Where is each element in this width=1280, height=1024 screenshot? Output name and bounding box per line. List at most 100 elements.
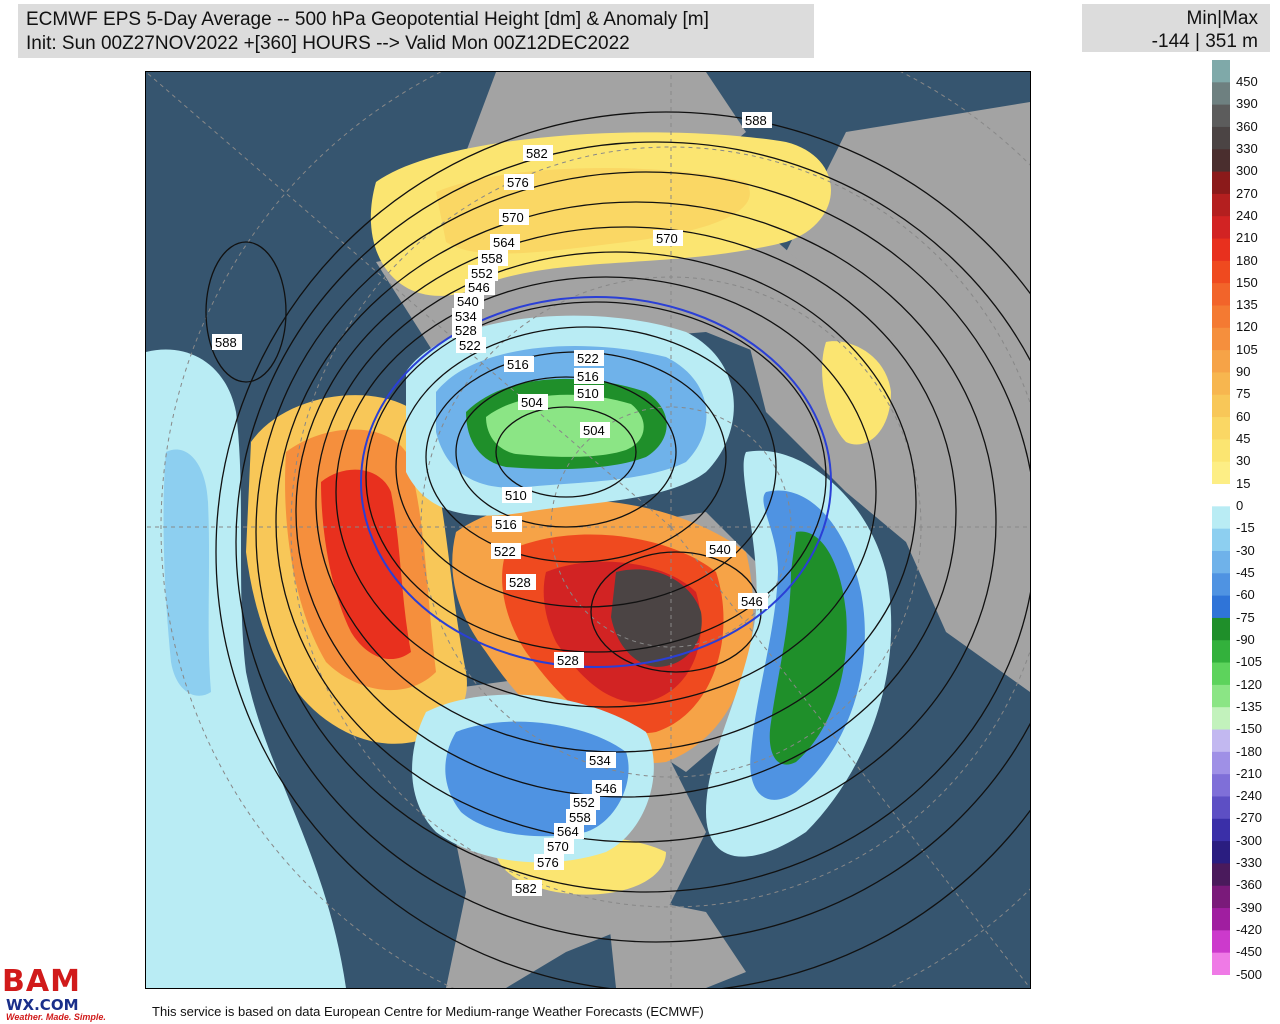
contour-label: 504 bbox=[521, 395, 543, 410]
contour-labels: 588 582 576 570 564 558 552 546 540 534 … bbox=[212, 112, 772, 896]
contour-label: 534 bbox=[589, 753, 611, 768]
legend-label: 150 bbox=[1236, 274, 1258, 290]
legend-label: -30 bbox=[1236, 542, 1255, 558]
legend-swatch bbox=[1212, 60, 1230, 83]
legend-swatch bbox=[1212, 885, 1230, 909]
legend-swatch bbox=[1212, 684, 1230, 708]
legend-swatch bbox=[1212, 439, 1230, 463]
contour-label: 522 bbox=[459, 338, 481, 353]
logo-line2: WX.COM bbox=[6, 996, 79, 1014]
legend-label: 210 bbox=[1236, 230, 1258, 246]
legend-label: 300 bbox=[1236, 163, 1258, 179]
legend-swatch bbox=[1212, 283, 1230, 306]
legend-swatch bbox=[1212, 372, 1230, 396]
legend-label: -150 bbox=[1236, 721, 1263, 737]
footer-credit: This service is based on data European C… bbox=[152, 1004, 704, 1019]
legend-label: 75 bbox=[1236, 386, 1251, 402]
legend-label: -300 bbox=[1236, 832, 1263, 848]
contour-label: 576 bbox=[537, 855, 559, 870]
legend-label: 60 bbox=[1236, 408, 1251, 424]
contour-label: 564 bbox=[493, 235, 515, 250]
legend-swatch bbox=[1212, 662, 1230, 686]
contour-label: 558 bbox=[569, 810, 591, 825]
contour-label: 534 bbox=[455, 309, 477, 324]
legend-label: 450 bbox=[1236, 74, 1258, 89]
legend-label: 105 bbox=[1236, 341, 1258, 357]
map-svg: 588 582 576 570 564 558 552 546 540 534 … bbox=[146, 72, 1030, 988]
minmax-box: Min|Max -144 | 351 m bbox=[1082, 4, 1270, 52]
contour-label: 540 bbox=[709, 542, 731, 557]
legend-swatch bbox=[1212, 193, 1230, 217]
minmax-value: -144 | 351 m bbox=[1151, 31, 1258, 52]
contour-label: 570 bbox=[547, 839, 569, 854]
legend-label: 390 bbox=[1236, 96, 1258, 112]
init-valid-line: Init: Sun 00Z27NOV2022 +[360] HOURS --> … bbox=[26, 33, 630, 54]
contour-label: 546 bbox=[595, 781, 617, 796]
contour-label: 522 bbox=[494, 544, 516, 559]
contour-label: 510 bbox=[577, 386, 599, 401]
legend-swatch bbox=[1212, 506, 1230, 530]
legend-label: -60 bbox=[1236, 587, 1255, 603]
logo-line1: BAM bbox=[2, 964, 81, 999]
contour-label: 504 bbox=[583, 423, 605, 438]
legend-swatch bbox=[1212, 350, 1230, 373]
legend-label: -270 bbox=[1236, 810, 1263, 826]
legend-swatch bbox=[1212, 327, 1230, 351]
legend-swatch bbox=[1212, 573, 1230, 597]
legend-label: -90 bbox=[1236, 631, 1255, 647]
legend-swatch bbox=[1212, 796, 1230, 820]
legend-label: 0 bbox=[1236, 498, 1244, 514]
contour-label: 540 bbox=[457, 294, 479, 309]
contour-label: 516 bbox=[507, 357, 529, 372]
legend-label: -45 bbox=[1236, 564, 1255, 580]
legend-swatch bbox=[1212, 484, 1230, 507]
contour-label: 552 bbox=[573, 795, 595, 810]
legend-label: -210 bbox=[1236, 765, 1263, 781]
legend-label: 90 bbox=[1236, 364, 1251, 380]
legend-label: -75 bbox=[1236, 609, 1255, 625]
height-contours bbox=[205, 111, 1030, 988]
contour-label: 528 bbox=[455, 323, 477, 338]
legend-label: 330 bbox=[1236, 140, 1258, 156]
legend-swatch bbox=[1212, 729, 1230, 753]
legend-swatch bbox=[1212, 104, 1230, 128]
legend-label: -180 bbox=[1236, 743, 1263, 759]
contour-label: 522 bbox=[577, 351, 599, 366]
legend-swatch bbox=[1212, 260, 1230, 284]
contour-label: 546 bbox=[741, 594, 763, 609]
legend-swatch bbox=[1212, 82, 1230, 106]
boundary-540-contour bbox=[360, 296, 832, 668]
legend-swatch bbox=[1212, 818, 1230, 842]
legend-swatch bbox=[1212, 774, 1230, 797]
legend-label: 15 bbox=[1236, 475, 1251, 491]
legend-swatch bbox=[1212, 930, 1230, 954]
minmax-label: Min|Max bbox=[1186, 8, 1258, 29]
legend-swatch bbox=[1212, 751, 1230, 775]
legend-swatch bbox=[1212, 216, 1230, 240]
legend-label: 135 bbox=[1236, 297, 1258, 313]
contour-label: 588 bbox=[745, 113, 767, 128]
contour-label: 552 bbox=[471, 266, 493, 281]
legend-label: 180 bbox=[1236, 252, 1258, 268]
contour-label: 528 bbox=[557, 653, 579, 668]
legend-swatch bbox=[1212, 238, 1230, 262]
legend-label: -360 bbox=[1236, 877, 1263, 893]
legend-swatch bbox=[1212, 305, 1230, 329]
contour-label: 570 bbox=[502, 210, 524, 225]
legend-label: 240 bbox=[1236, 207, 1258, 223]
contour-label: 546 bbox=[468, 280, 490, 295]
legend-label: -330 bbox=[1236, 855, 1263, 871]
legend-label: -240 bbox=[1236, 788, 1263, 804]
legend-swatch bbox=[1212, 528, 1230, 552]
legend-swatch bbox=[1212, 908, 1230, 931]
legend-label: 270 bbox=[1236, 185, 1258, 201]
legend-label: 120 bbox=[1236, 319, 1258, 335]
title-box: ECMWF EPS 5-Day Average -- 500 hPa Geopo… bbox=[18, 4, 814, 58]
legend-label: -15 bbox=[1236, 520, 1255, 536]
bamwx-logo: BAM WX.COM Weather. Made. Simple. bbox=[2, 964, 120, 1022]
legend-label: 45 bbox=[1236, 431, 1251, 447]
legend-swatch bbox=[1212, 863, 1230, 887]
logo-tagline: Weather. Made. Simple. bbox=[6, 1012, 106, 1022]
legend-swatch bbox=[1212, 617, 1230, 641]
legend-label: 360 bbox=[1236, 118, 1258, 134]
